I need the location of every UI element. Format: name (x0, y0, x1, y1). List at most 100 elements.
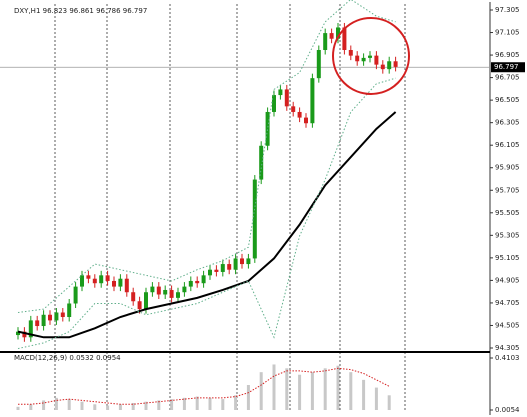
candle-body (67, 303, 72, 318)
macd-bar (259, 372, 263, 410)
macd-bar (144, 401, 148, 410)
macd-bar (349, 372, 353, 410)
macd-bar (182, 397, 186, 410)
macd-bar (16, 406, 20, 410)
candle-body (124, 278, 129, 293)
candle-body (150, 286, 155, 293)
macd-bar (221, 399, 225, 410)
candle-body (214, 269, 219, 272)
candle-body (188, 280, 193, 287)
candle-body (176, 292, 180, 298)
candle-body (137, 301, 142, 310)
candle-body (259, 145, 264, 180)
candle-body (291, 106, 296, 112)
candle-body (284, 89, 289, 107)
candle-body (112, 280, 116, 287)
y-tick-label: 96.905 (495, 51, 520, 59)
macd-bar (106, 405, 110, 410)
candle-body (16, 331, 20, 336)
y-tick-label: 95.905 (495, 164, 520, 172)
candle-body (304, 117, 308, 124)
macd-bar (131, 402, 135, 410)
candle-body (323, 33, 328, 50)
candle-body (22, 331, 27, 338)
candle-body (316, 49, 321, 79)
indicator-line (17, 111, 397, 339)
candle-body (227, 264, 232, 270)
candle-body (201, 275, 206, 284)
macd-bar (323, 368, 327, 410)
candle-body (92, 278, 97, 284)
candle-body (374, 55, 379, 65)
y-tick-label: 96.705 (495, 74, 520, 82)
candle-body (387, 61, 392, 70)
macd-bar (29, 404, 33, 410)
macd-bar (80, 401, 84, 410)
macd-bar (310, 372, 314, 410)
y-tick-label: 96.105 (495, 141, 520, 149)
current-price-label: 96.797 (494, 63, 519, 71)
y-tick-label: 95.705 (495, 186, 520, 194)
macd-bar (285, 368, 289, 410)
candle-body (336, 27, 340, 39)
candle-body (272, 95, 276, 112)
candle-body (60, 312, 65, 318)
day-separators (54, 4, 406, 412)
chart-title: DXY,H1 96.823 96.861 96.786 96.797 (14, 7, 147, 15)
candle-body (278, 89, 283, 96)
macd-bar (336, 365, 340, 410)
y-tick-label: 96.505 (495, 96, 520, 104)
candle-body (131, 292, 136, 302)
candle-body (240, 258, 244, 265)
candle-body (35, 320, 40, 327)
candle-body (156, 286, 161, 295)
macd-bar (362, 379, 366, 410)
macd-bar (272, 364, 276, 410)
y-tick-label: 96.305 (495, 119, 520, 127)
candle-body (246, 258, 251, 265)
macd-bar (298, 374, 302, 410)
y-tick-label: 94.305 (495, 344, 520, 352)
y-tick-label: 94.905 (495, 276, 520, 284)
candle-body (310, 78, 315, 124)
candle-body (41, 314, 46, 327)
candle-body (252, 179, 257, 259)
candle-body (169, 289, 174, 298)
candle-body (80, 275, 84, 287)
candle-body (208, 269, 212, 276)
macd-tick-label: 0.4103 (495, 354, 520, 362)
macd-bar (54, 397, 58, 410)
candle-body (380, 64, 385, 70)
macd-bar (374, 387, 378, 410)
y-tick-label: 95.305 (495, 231, 520, 239)
candle-body (195, 280, 200, 284)
candle-body (342, 27, 347, 50)
macd-tick-label: 0.0054 (495, 406, 520, 414)
candle-body (361, 57, 366, 62)
candle-body (182, 286, 187, 293)
candle-body (144, 292, 148, 310)
candle-body (393, 61, 398, 67)
candle-body (73, 286, 78, 304)
candle-body (48, 314, 52, 321)
candle-body (355, 55, 360, 62)
macd-bar (208, 397, 212, 410)
candle-body (105, 275, 110, 281)
candle-body (220, 264, 225, 272)
candle-body (118, 278, 123, 287)
macd-label: MACD(12,26,9) 0.0532 0.0954 (14, 354, 121, 362)
candle-body (99, 275, 104, 284)
macd-bar (195, 396, 199, 410)
y-tick-label: 94.505 (495, 321, 520, 329)
candle-body (329, 33, 334, 39)
macd-bar (234, 395, 238, 410)
y-tick-label: 97.305 (495, 6, 520, 14)
candle-body (265, 111, 270, 146)
macd-bar (157, 400, 161, 410)
macd-bar (170, 399, 174, 410)
macd-bar (246, 385, 250, 410)
candle-body (297, 111, 302, 118)
